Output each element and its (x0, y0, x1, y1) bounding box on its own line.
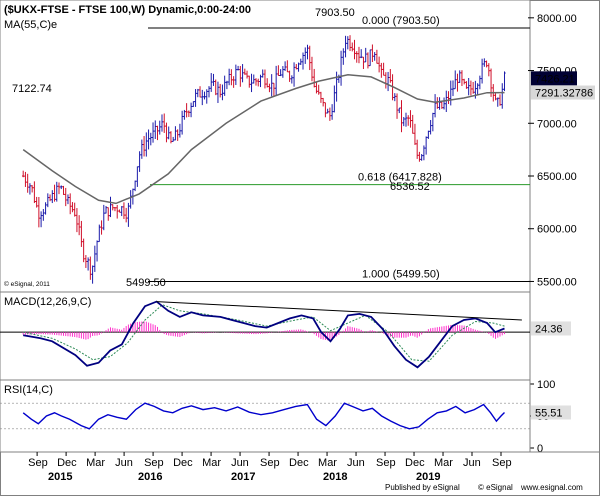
price-axis: 5500.006000.006500.007000.007500.008000.… (528, 13, 577, 455)
ma-label: MA(55,C)e (4, 19, 57, 31)
chart-title: ($UKX-FTSE - FTSE 100,W) Dynamic,0:00-24… (4, 4, 251, 16)
fib-level-label: 0.618 (6417.828) (358, 172, 442, 184)
month-tick-label: Sep (376, 457, 396, 469)
month-tick-label: Jun (115, 457, 133, 469)
year-tick-label: 2018 (323, 471, 347, 483)
macd-title: MACD(12,26,9,C) (4, 296, 91, 308)
price-tick-label: 7000.00 (537, 118, 577, 130)
month-tick-label: Mar (434, 457, 453, 469)
year-tick-label: 2016 (138, 471, 162, 483)
ma-value-label: 7291.32786 (535, 88, 593, 100)
esignal-credit: © eSignal, 2011 (4, 280, 50, 288)
price-annotation: 6536.52 (390, 181, 430, 193)
month-tick-label: Mar (202, 457, 221, 469)
macd-histogram (0, 321, 530, 341)
rsi-tick-label: 0 (537, 443, 543, 455)
macd-value-label: 24.36 (535, 323, 563, 335)
ma-value-label-bg (531, 85, 595, 100)
macd-panel: MACD(12,26,9,C) (0, 291, 531, 381)
rsi-title: RSI(14,C) (4, 384, 53, 396)
price-plot-frame (0, 0, 531, 293)
month-tick-label: Jun (231, 457, 249, 469)
right-axis-labels: 7426.21 7291.32786 24.36 55.51 (531, 71, 595, 420)
footer-copyright: © eSignal (478, 483, 513, 492)
moving-average-line (22, 74, 505, 205)
rsi-tick-label: 100 (537, 379, 555, 391)
macd-lines (23, 300, 522, 369)
footer-url: www.esignal.com (520, 483, 583, 492)
rsi-panel: RSI(14,C) (0, 379, 531, 453)
price-tick-label: 5500.00 (537, 276, 577, 288)
month-tick-label: Jun (463, 457, 481, 469)
last-price-label-bg (531, 71, 577, 86)
month-tick-label: Sep (492, 457, 512, 469)
rsi-plot-frame (0, 379, 531, 453)
footer-publisher: Published by eSignal (385, 483, 460, 492)
macd-signal-line (23, 304, 505, 362)
rsi-value-label-bg (531, 405, 571, 420)
fib-level-label: 1.000 (5499.50) (362, 269, 440, 281)
month-tick-label: Mar (318, 457, 337, 469)
year-tick-label: 2017 (231, 471, 255, 483)
macd-trendline (156, 301, 522, 321)
month-tick-label: Dec (289, 457, 309, 469)
price-tick-label: 6000.00 (537, 224, 577, 236)
price-panel: 0.000 (7903.50) 0.618 (6417.828) 1.000 (54… (0, 0, 531, 293)
price-tick-label: 6500.00 (537, 171, 577, 183)
price-annotations: 7903.50 7122.74 6536.52 5499.50 (12, 7, 430, 289)
month-tick-label: Mar (86, 457, 105, 469)
last-price-label: 7426.21 (535, 73, 575, 85)
month-tick-label: Sep (28, 457, 48, 469)
year-tick-label: 2015 (48, 471, 72, 483)
time-axis: Sep Dec Mar Jun Sep Dec Mar Jun Sep Dec Mar Jun Sep D… (0, 451, 600, 483)
macd-line (23, 300, 505, 369)
price-annotation: 7903.50 (315, 7, 355, 19)
price-annotation: 5499.50 (126, 277, 166, 289)
month-tick-label: Sep (260, 457, 280, 469)
month-tick-label: Jun (347, 457, 365, 469)
fibonacci-levels: 0.000 (7903.50) 0.618 (6417.828) 1.000 (54… (148, 15, 530, 283)
price-tick-label: 8000.00 (537, 13, 577, 25)
rsi-line (22, 402, 505, 430)
fib-level-label: 0.000 (7903.50) (362, 15, 440, 27)
month-tick-label: Dec (173, 457, 193, 469)
price-annotation: 7122.74 (12, 83, 52, 95)
rsi-value-label: 55.51 (535, 407, 563, 419)
year-tick-label: 2019 (416, 471, 440, 483)
footer: Published by eSignal © eSignal www.esign… (385, 483, 583, 492)
month-tick-label: Sep (144, 457, 164, 469)
macd-value-label-bg (531, 321, 571, 336)
month-tick-label: Dec (57, 457, 77, 469)
month-tick-label: Dec (405, 457, 425, 469)
